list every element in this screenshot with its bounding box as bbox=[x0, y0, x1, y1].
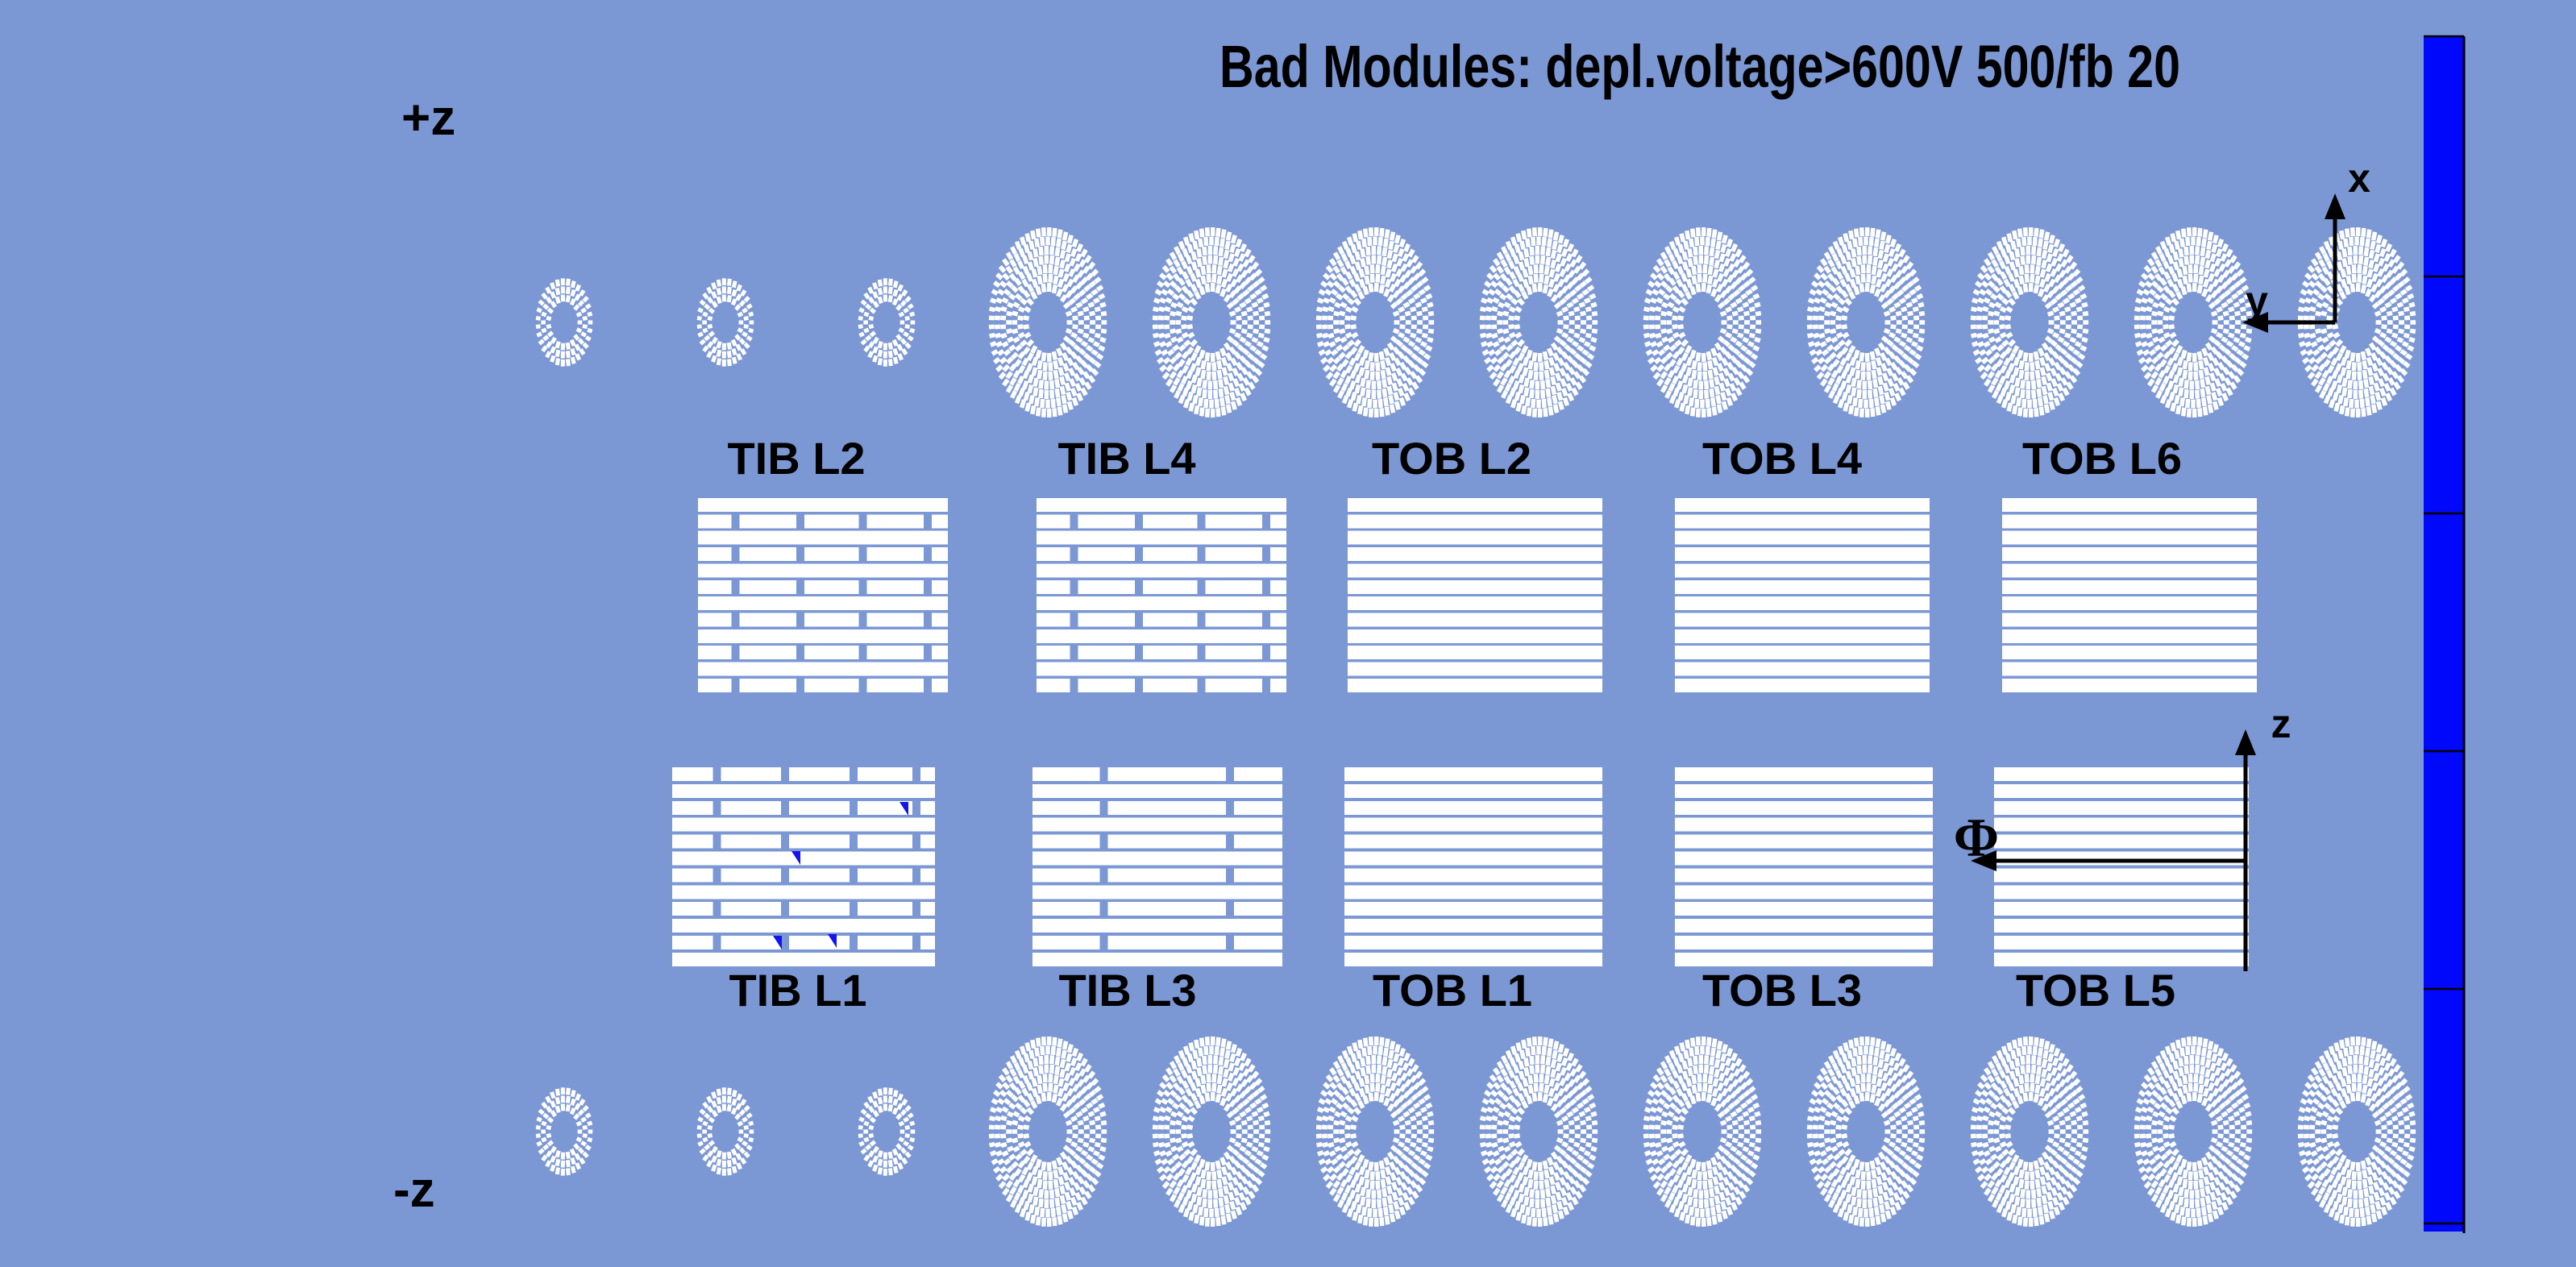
bad-module-marker bbox=[773, 936, 782, 949]
layer-label-lower-1: TIB L3 bbox=[1058, 965, 1196, 1016]
tec-disk-plus-z bbox=[1152, 227, 1271, 417]
tid-disk-minus-z bbox=[858, 1087, 916, 1176]
layer-label-lower-3: TOB L3 bbox=[1702, 965, 1862, 1016]
xy-axes bbox=[2268, 219, 2337, 325]
barrel-grids-upper bbox=[698, 498, 2257, 692]
phi-axis-arrow-icon bbox=[1971, 850, 1996, 871]
phi-axis-label: Φ bbox=[1954, 807, 1999, 868]
tec-disk-minus-z bbox=[1479, 1036, 1598, 1227]
tec-disk-plus-z bbox=[988, 227, 1107, 417]
x-axis-label: x bbox=[2348, 156, 2370, 201]
tec-disk-plus-z bbox=[1643, 227, 1762, 417]
z-axis-label: z bbox=[2271, 701, 2291, 746]
tec-disk-minus-z bbox=[988, 1036, 1107, 1227]
tec-disk-minus-z bbox=[2134, 1036, 2253, 1227]
tec-disk-minus-z bbox=[2297, 1036, 2416, 1227]
zphi-axes bbox=[1996, 755, 2248, 971]
layer-label-upper-4: TOB L6 bbox=[2022, 433, 2182, 484]
minus-z-label: -z bbox=[393, 1162, 435, 1218]
layer-label-upper-2: TOB L2 bbox=[1372, 433, 1531, 484]
bad-module-marker bbox=[900, 802, 908, 816]
tid-disk-plus-z bbox=[858, 278, 916, 367]
tec-disk-minus-z bbox=[1643, 1036, 1762, 1227]
tec-disk-plus-z bbox=[1806, 227, 1926, 417]
bad-module-marker bbox=[828, 934, 837, 948]
layer-label-lower-4: TOB L5 bbox=[2016, 965, 2175, 1016]
tid-disk-plus-z bbox=[535, 278, 593, 367]
tec-disk-minus-z bbox=[1806, 1036, 1926, 1227]
plus-z-label: +z bbox=[401, 90, 455, 146]
tid-disk-minus-z bbox=[535, 1087, 593, 1176]
layer-label-lower-0: TIB L1 bbox=[729, 965, 866, 1016]
tec-disk-plus-z bbox=[1970, 227, 2089, 417]
layer-label-upper-0: TIB L2 bbox=[727, 433, 865, 484]
x-axis-arrow-icon bbox=[2325, 193, 2345, 219]
tec-disk-plus-z bbox=[2134, 227, 2253, 417]
figure-title: Bad Modules: depl.voltage>600V 500/fb 20 bbox=[1219, 33, 2180, 100]
color-scale-bar bbox=[2424, 35, 2466, 1233]
layer-label-lower-2: TOB L1 bbox=[1373, 965, 1532, 1016]
y-axis-arrow-icon bbox=[2242, 312, 2268, 333]
layer-label-upper-1: TIB L4 bbox=[1057, 433, 1195, 484]
tec-disk-minus-z bbox=[1315, 1036, 1435, 1227]
y-axis-label: y bbox=[2246, 278, 2268, 323]
tec-disk-minus-z bbox=[1152, 1036, 1271, 1227]
tec-disk-minus-z bbox=[1970, 1036, 2089, 1227]
tid-disk-plus-z bbox=[696, 278, 754, 367]
bad-module-marker bbox=[791, 851, 800, 865]
tec-disk-plus-z bbox=[1315, 227, 1435, 417]
layer-label-upper-3: TOB L4 bbox=[1702, 433, 1862, 484]
tec-disk-plus-z bbox=[1479, 227, 1598, 417]
z-axis-arrow-icon bbox=[2235, 729, 2256, 755]
tid-disk-minus-z bbox=[696, 1087, 754, 1176]
